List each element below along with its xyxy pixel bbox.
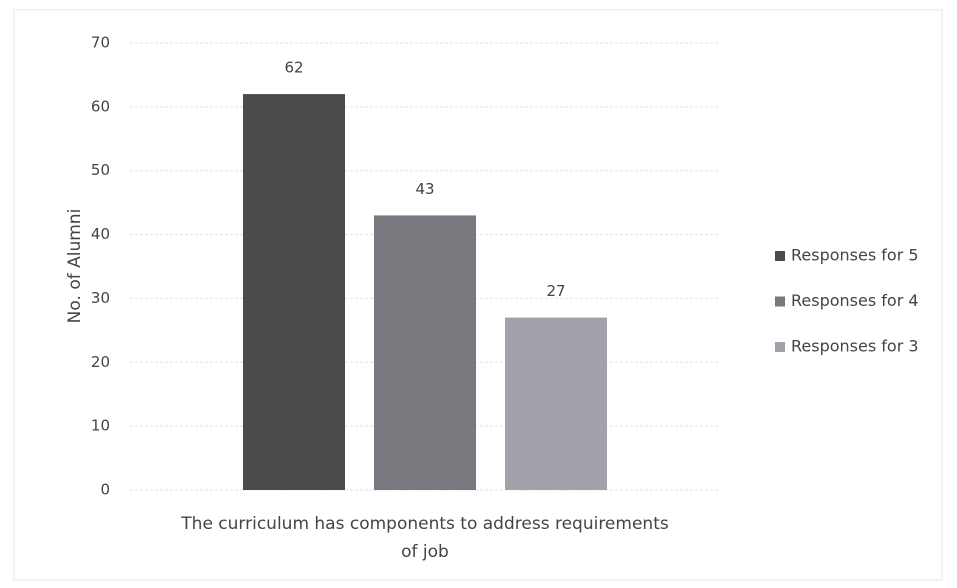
y-tick-label: 50 — [91, 161, 110, 179]
y-tick-label: 20 — [91, 353, 110, 371]
x-tick-label: The curriculum has components to address… — [181, 514, 669, 562]
y-tick-label: 60 — [91, 97, 110, 115]
y-axis-label: No. of Alumni — [65, 209, 85, 324]
data-label: 27 — [546, 282, 565, 300]
y-tick-label: 10 — [91, 417, 110, 435]
bar — [374, 215, 476, 490]
bar — [243, 94, 345, 490]
legend-swatch — [775, 342, 785, 352]
y-tick-label: 70 — [91, 34, 110, 52]
data-label: 62 — [284, 59, 303, 77]
legend-label: Responses for 5 — [791, 246, 919, 265]
bar — [505, 317, 607, 490]
chart-border — [13, 9, 943, 581]
legend-label: Responses for 4 — [791, 291, 919, 310]
y-tick-label: 0 — [100, 481, 110, 499]
legend-label: Responses for 3 — [791, 337, 919, 356]
legend-swatch — [775, 296, 785, 307]
y-tick-label: 40 — [91, 225, 110, 243]
legend-swatch — [775, 251, 785, 261]
data-label: 43 — [415, 180, 434, 198]
y-tick-label: 30 — [91, 289, 110, 307]
